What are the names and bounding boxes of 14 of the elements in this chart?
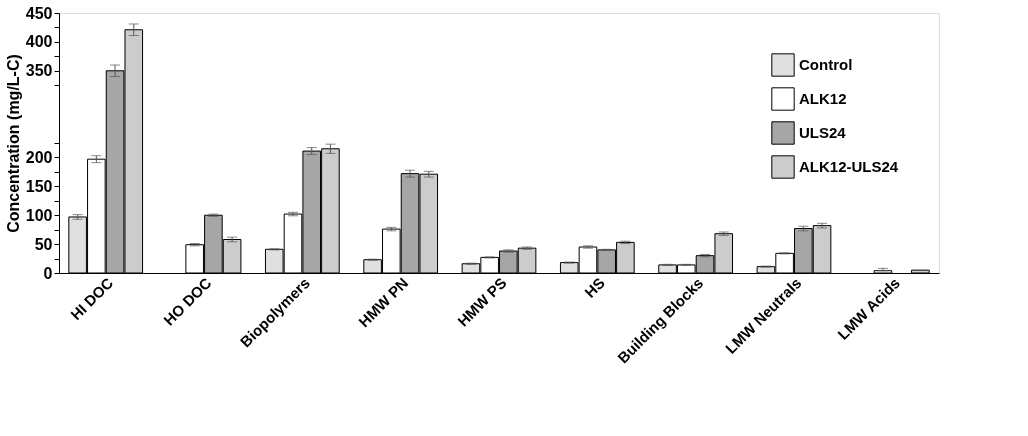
x-tick-label: HS: [581, 274, 608, 301]
y-axis-title: Concentration (mg/L-C): [4, 54, 22, 233]
y-tick-label: 350: [25, 62, 53, 80]
legend-label: Control: [799, 56, 853, 73]
y-tick-label: 400: [25, 33, 53, 51]
y-tick-label: 0: [43, 264, 53, 282]
legend-label: ALK12: [799, 90, 847, 107]
legend-label: ALK12-ULS24: [799, 158, 899, 175]
y-tick-label: 450: [25, 4, 53, 22]
y-tick-label: 150: [25, 177, 53, 195]
y-tick-label: 50: [34, 235, 53, 253]
legend-label: ULS24: [799, 124, 847, 141]
y-tick-label: 200: [25, 148, 53, 166]
y-tick-label: 100: [25, 206, 53, 224]
